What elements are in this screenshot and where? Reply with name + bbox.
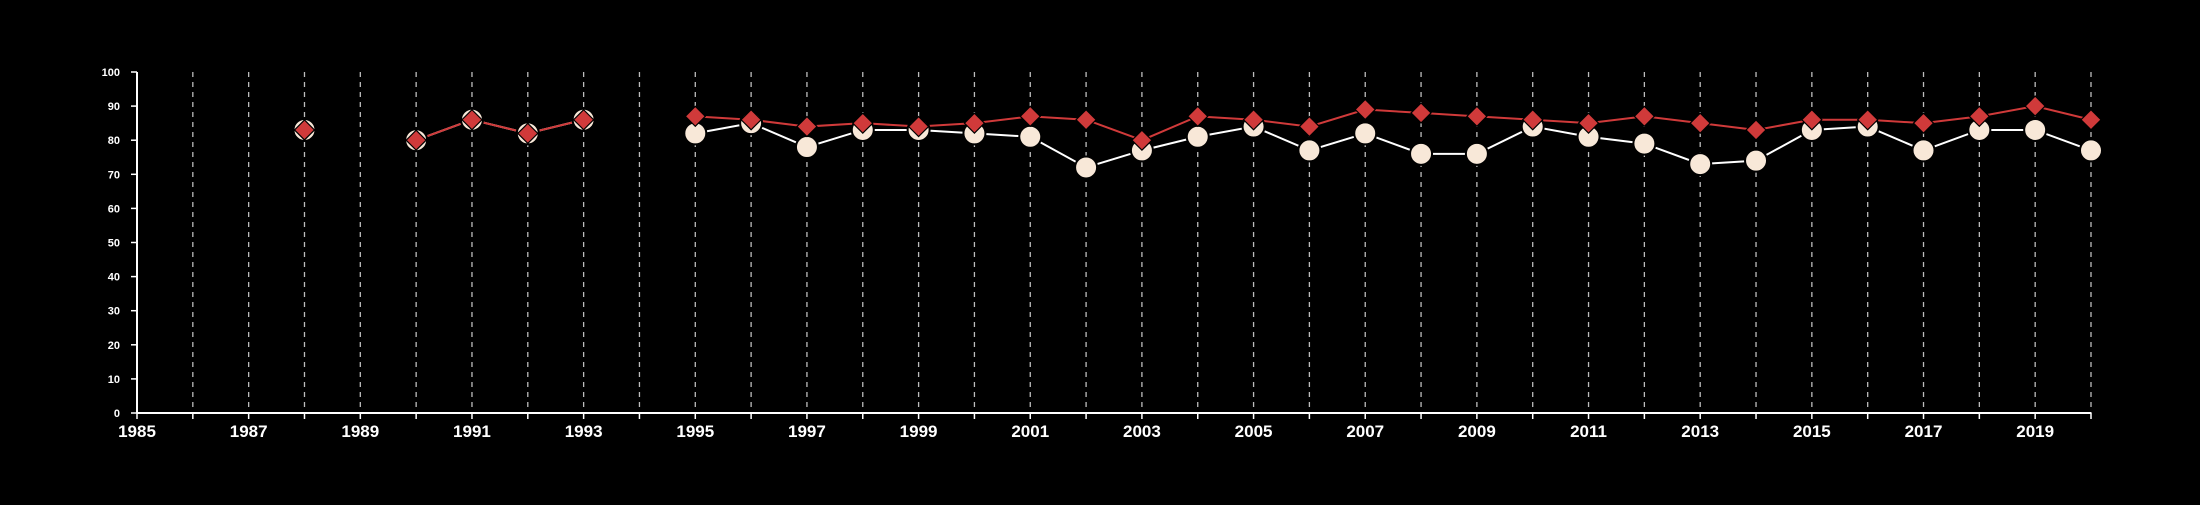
y-tick-label: 30: [108, 306, 120, 318]
data-point-diamond: [1186, 105, 1209, 128]
data-point-circle: [1688, 152, 1713, 177]
data-point-diamond: [1298, 115, 1321, 138]
data-point-circle: [1409, 141, 1434, 166]
y-tick-label: 50: [108, 238, 120, 250]
x-tick-label: 1995: [676, 422, 714, 441]
data-point-diamond: [1242, 108, 1265, 131]
data-point-diamond: [851, 112, 874, 134]
data-point-diamond: [1131, 129, 1153, 152]
data-point-diamond: [1856, 108, 1879, 131]
y-tick-label: 20: [108, 340, 120, 352]
y-tick-label: 70: [108, 169, 120, 181]
data-point-circle: [1018, 124, 1043, 149]
data-point-diamond: [1633, 105, 1656, 128]
data-point-diamond: [1801, 108, 1823, 131]
y-tick-label: 40: [108, 272, 120, 284]
axes: 1985 1987 1989 1991 1993 1995 1997 1999 2001 2003…: [102, 67, 2092, 441]
data-point-diamond: [1689, 112, 1712, 134]
x-tick-label: 2001: [1011, 422, 1049, 441]
data-point-diamond: [1466, 105, 1488, 128]
x-gridlines: [192, 72, 2092, 413]
data-point-circle: [1353, 121, 1378, 146]
x-tick-label: 2019: [2016, 422, 2054, 441]
x-tick-label: 1991: [453, 422, 491, 441]
x-tick-label: 1987: [230, 422, 268, 441]
data-point-diamond: [1745, 119, 1767, 141]
x-tick-label: 1997: [788, 422, 826, 441]
x-tick-label: 2011: [1570, 422, 1607, 441]
y-tick-label: 10: [108, 374, 120, 386]
data-point-diamond: [405, 129, 427, 152]
data-point-diamond: [684, 105, 707, 128]
series-line: [415, 118, 584, 142]
data-point-diamond: [1521, 108, 1544, 131]
x-tick-label: 1985: [118, 422, 156, 441]
data-point-diamond: [1410, 102, 1432, 124]
data-point-diamond: [516, 122, 539, 145]
y-tick-label: 80: [108, 135, 120, 147]
data-point-diamond: [572, 108, 595, 131]
x-tick-label: 2009: [1458, 422, 1496, 441]
data-point-diamond: [1354, 98, 1377, 121]
data-point-circle: [1911, 138, 1936, 163]
data-point-circle: [1744, 148, 1769, 173]
data-point-diamond: [293, 119, 316, 141]
x-tick-label: 1989: [341, 422, 379, 441]
x-tick-label: 2017: [1905, 422, 1943, 441]
data-point-circle: [794, 135, 819, 160]
data-point-circle: [2079, 138, 2103, 163]
x-tick-label: 2007: [1346, 422, 1384, 441]
data-point-circle: [1074, 155, 1099, 180]
data-point-diamond: [963, 112, 986, 134]
y-tick-label: 60: [108, 203, 120, 215]
data-point-circle: [1185, 124, 1210, 149]
data-point-circle: [2023, 117, 2048, 142]
y-tick-label: 90: [108, 101, 120, 113]
x-tick-label: 1993: [565, 422, 603, 441]
data-point-diamond: [1577, 112, 1600, 134]
data-point-diamond: [1075, 108, 1097, 131]
x-tick-label: 2013: [1681, 422, 1719, 441]
data-point-diamond: [907, 115, 930, 138]
data-point-diamond: [461, 108, 483, 131]
data-point-diamond: [796, 115, 818, 138]
series-diamond-markers: [293, 95, 2102, 152]
data-point-circle: [1464, 141, 1489, 166]
data-point-diamond: [1912, 112, 1935, 134]
data-point-diamond: [1968, 105, 1991, 128]
x-tick-label: 2005: [1235, 422, 1273, 441]
data-point-circle: [1632, 131, 1657, 156]
data-point-diamond: [2024, 95, 2047, 117]
x-tick-label: 1999: [900, 422, 938, 441]
y-tick-label: 0: [114, 408, 120, 420]
y-tick-label: 100: [102, 67, 120, 79]
data-point-diamond: [2080, 108, 2102, 131]
series-group: [292, 95, 2103, 180]
data-point-circle: [1297, 138, 1322, 163]
x-tick-label: 2015: [1793, 422, 1831, 441]
data-point-diamond: [740, 108, 762, 131]
x-tick-label: 2003: [1123, 422, 1161, 441]
data-point-diamond: [1019, 105, 1042, 128]
